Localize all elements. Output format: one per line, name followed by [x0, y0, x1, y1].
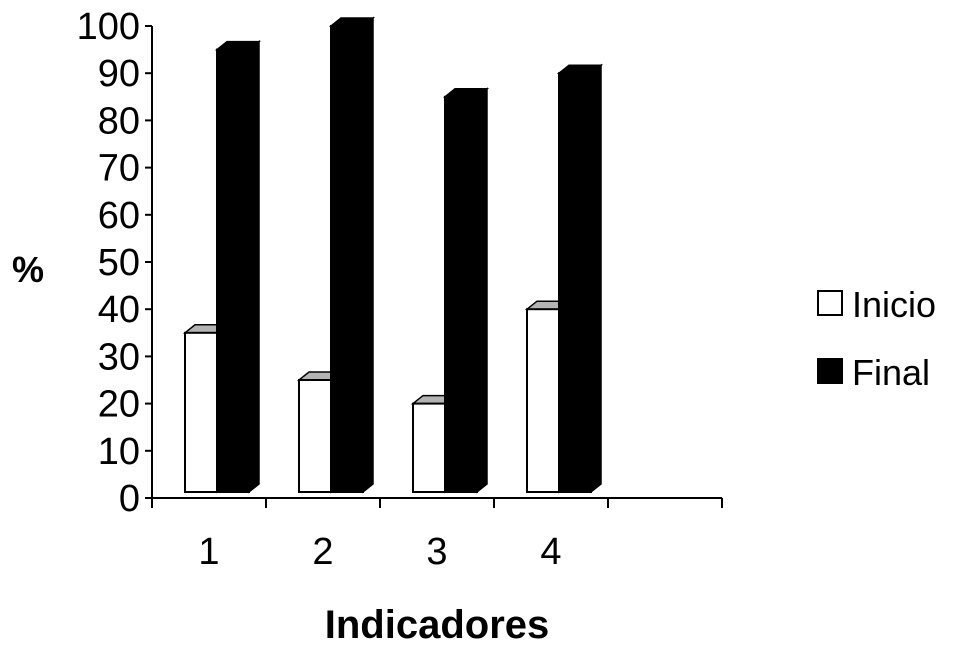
x-axis-ticks: 1 2 3 4 [151, 498, 723, 573]
x-tick-label: 3 [426, 531, 447, 573]
legend: Inicio Final [817, 284, 936, 393]
x-axis-title: Indicadores [325, 603, 550, 646]
y-tick-label: 20 [98, 384, 140, 426]
y-tick-label: 40 [98, 289, 140, 331]
bar-front [558, 72, 592, 493]
y-tick-label: 60 [98, 195, 140, 237]
legend-label-inicio: Inicio [852, 284, 936, 325]
legend-swatch-inicio [817, 290, 843, 316]
bar-front [330, 25, 364, 493]
bar-side [476, 87, 488, 494]
y-axis-title: % [12, 249, 44, 290]
bar-final-2 [328, 16, 376, 494]
bar-side [590, 63, 602, 494]
y-tick-label: 100 [77, 6, 140, 48]
bar-front [216, 48, 250, 493]
bar-final-1 [214, 40, 262, 494]
y-tick-label: 70 [98, 148, 140, 190]
x-tick-label: 1 [198, 531, 219, 573]
bar-front [298, 379, 332, 493]
bar-side [248, 40, 260, 494]
bar-front [184, 331, 218, 493]
x-tick-label: 4 [540, 531, 561, 573]
x-tick-label: 2 [312, 531, 333, 573]
y-tick-label: 10 [98, 431, 140, 473]
bar-side [362, 16, 374, 494]
bar-front [526, 308, 560, 494]
legend-swatch-final [817, 358, 843, 384]
y-tick-label: 0 [119, 478, 140, 520]
legend-label-final: Final [852, 352, 930, 393]
bars [182, 16, 604, 494]
y-axis-ticks: 0 10 20 30 40 50 60 70 80 90 100 [77, 6, 152, 520]
bar-final-4 [556, 63, 604, 494]
bar-front [412, 402, 446, 494]
bar-front [444, 95, 478, 494]
y-tick-label: 30 [98, 336, 140, 378]
y-tick-label: 50 [98, 242, 140, 284]
bar-final-3 [442, 87, 490, 494]
y-tick-label: 80 [98, 100, 140, 142]
y-tick-label: 90 [98, 53, 140, 95]
